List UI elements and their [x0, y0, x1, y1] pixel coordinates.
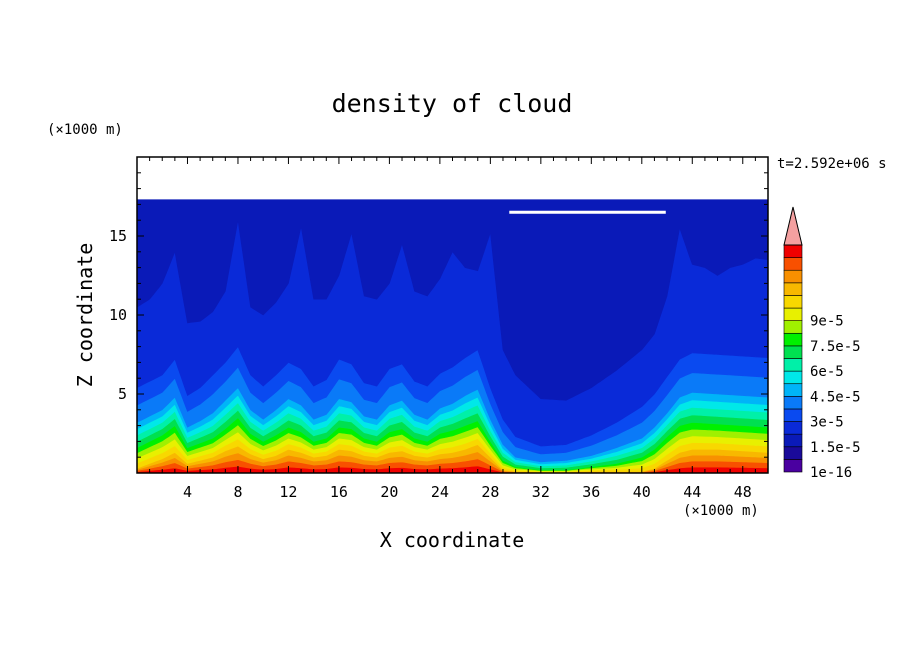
x-tick-label: 16 — [330, 483, 348, 501]
colorbar-swatch — [783, 459, 803, 473]
colorbar-swatch — [783, 408, 803, 422]
colorbar-swatch — [783, 421, 803, 435]
colorbar-swatch — [783, 282, 803, 296]
x-unit-label: (×1000 m) — [683, 503, 759, 519]
colorbar-swatch — [783, 307, 803, 321]
colorbar-swatch — [783, 295, 803, 309]
colorbar-swatch — [783, 345, 803, 359]
x-axis: 4 8 12 16 20 24 28 32 36 40 44 48 — [149, 157, 756, 501]
x-tick-label: 20 — [380, 483, 398, 501]
y-unit-label: (×1000 m) — [47, 122, 123, 138]
colorbar-label: 1e-16 — [810, 465, 852, 481]
colorbar-swatch — [783, 332, 803, 347]
x-tick-label: 32 — [532, 483, 550, 501]
colorbar-label: 6e-5 — [810, 364, 844, 380]
time-label: t=2.592e+06 s — [777, 156, 887, 172]
colorbar-swatch — [783, 269, 803, 284]
y-axis-label: Z coordinate — [73, 243, 97, 388]
plot-area — [136, 156, 769, 474]
x-tick-label: 36 — [582, 483, 600, 501]
y-axis: 5 10 15 — [109, 172, 768, 458]
x-tick-label: 48 — [734, 483, 752, 501]
colorbar-overflow-triangle — [783, 206, 803, 246]
colorbar-swatch — [783, 446, 803, 460]
x-tick-label: 12 — [279, 483, 297, 501]
y-tick-label: 10 — [109, 306, 127, 324]
colorbar-swatch — [783, 396, 803, 410]
x-tick-label: 4 — [183, 483, 192, 501]
x-tick-label: 40 — [633, 483, 651, 501]
colorbar-swatch — [783, 358, 803, 372]
x-axis-label: X coordinate — [380, 528, 525, 552]
colorbar-swatch — [783, 244, 803, 258]
chart-title: density of cloud — [332, 89, 573, 118]
contour-bands — [136, 199, 769, 474]
colorbar-swatch — [783, 370, 803, 385]
colorbar-swatch — [783, 433, 803, 448]
colorbar-label: 4.5e-5 — [810, 389, 861, 405]
colorbar-label: 7.5e-5 — [810, 339, 861, 355]
y-tick-label: 5 — [118, 385, 127, 403]
colorbar: 1e-16 1.5e-5 3e-5 4.5e-5 6e-5 7.5e-5 9e-5 — [783, 206, 861, 481]
colorbar-swatch — [783, 320, 803, 334]
x-tick-label: 44 — [683, 483, 701, 501]
colorbar-swatch — [783, 257, 803, 271]
x-tick-label: 24 — [431, 483, 449, 501]
x-tick-label: 28 — [481, 483, 499, 501]
colorbar-label: 9e-5 — [810, 314, 844, 330]
x-tick-label: 8 — [233, 483, 242, 501]
colorbar-label: 1.5e-5 — [810, 440, 861, 456]
y-tick-label: 15 — [109, 227, 127, 245]
colorbar-swatch — [783, 383, 803, 397]
colorbar-label: 3e-5 — [810, 415, 844, 431]
